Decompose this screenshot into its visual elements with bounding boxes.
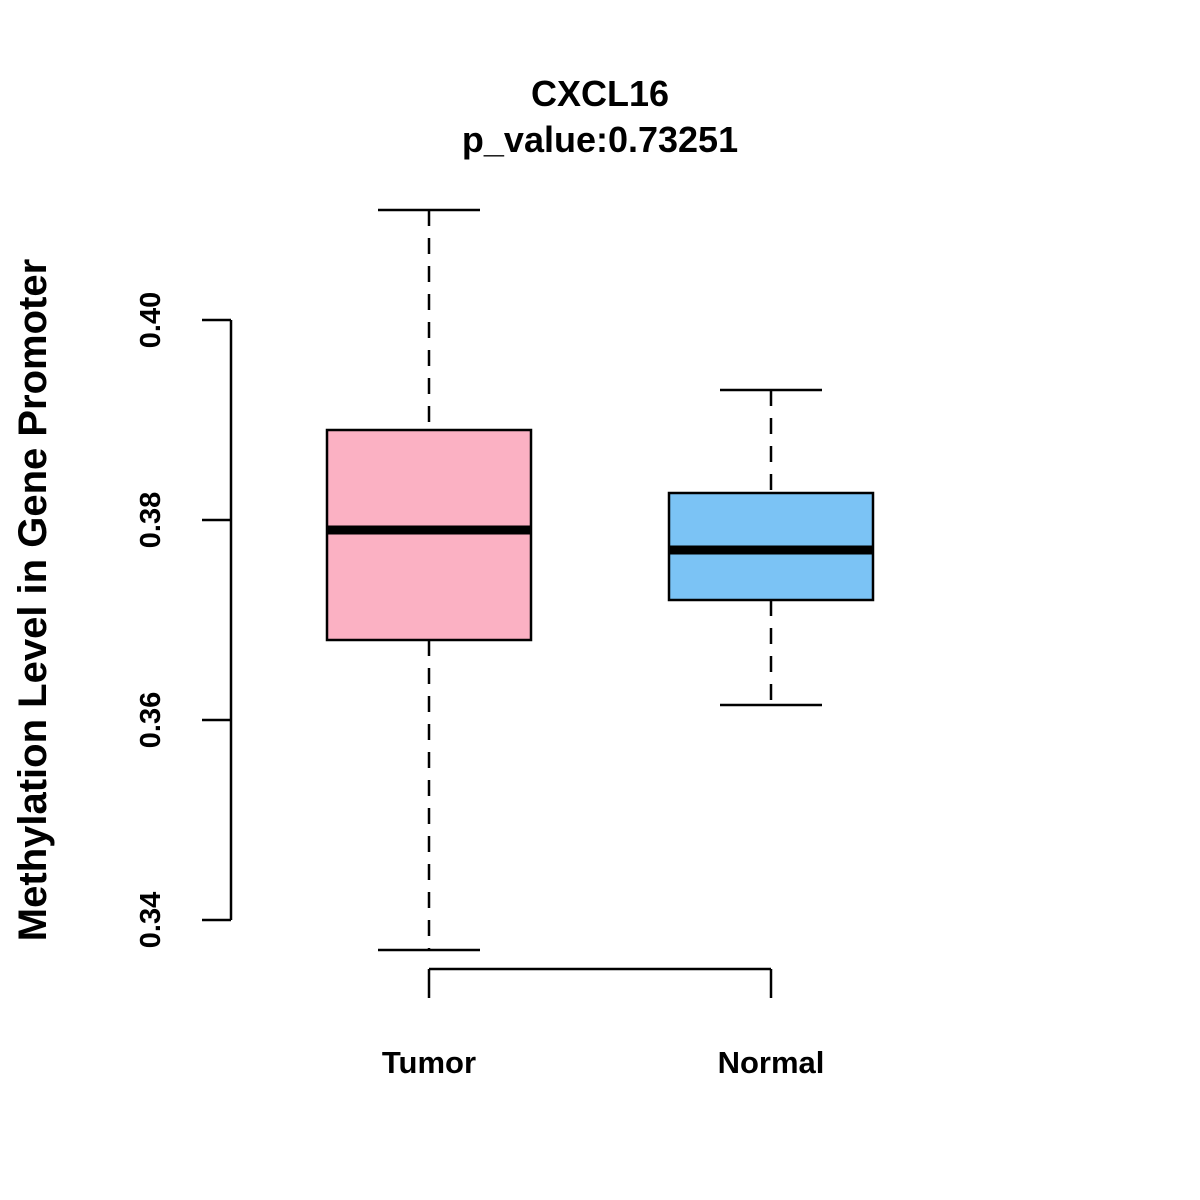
chart-subtitle: p_value:0.73251 [462, 119, 738, 160]
y-tick-label: 0.34 [135, 892, 167, 948]
y-tick-label: 0.40 [135, 292, 167, 348]
box-normal [667, 388, 875, 707]
y-tick-label: 0.36 [135, 692, 167, 748]
x-tick-label: Normal [718, 1045, 825, 1080]
y-axis: 0.34 0.36 0.38 0.40 [135, 292, 233, 948]
box-tumor [325, 208, 533, 952]
x-tick-label: Tumor [382, 1045, 476, 1080]
chart-title: CXCL16 [531, 73, 669, 114]
boxes [325, 208, 875, 952]
y-axis-label: Methylation Level in Gene Promoter [11, 259, 55, 941]
iqr-box [325, 428, 533, 642]
x-axis: Tumor Normal [382, 967, 825, 1080]
y-tick-label: 0.38 [135, 492, 167, 548]
